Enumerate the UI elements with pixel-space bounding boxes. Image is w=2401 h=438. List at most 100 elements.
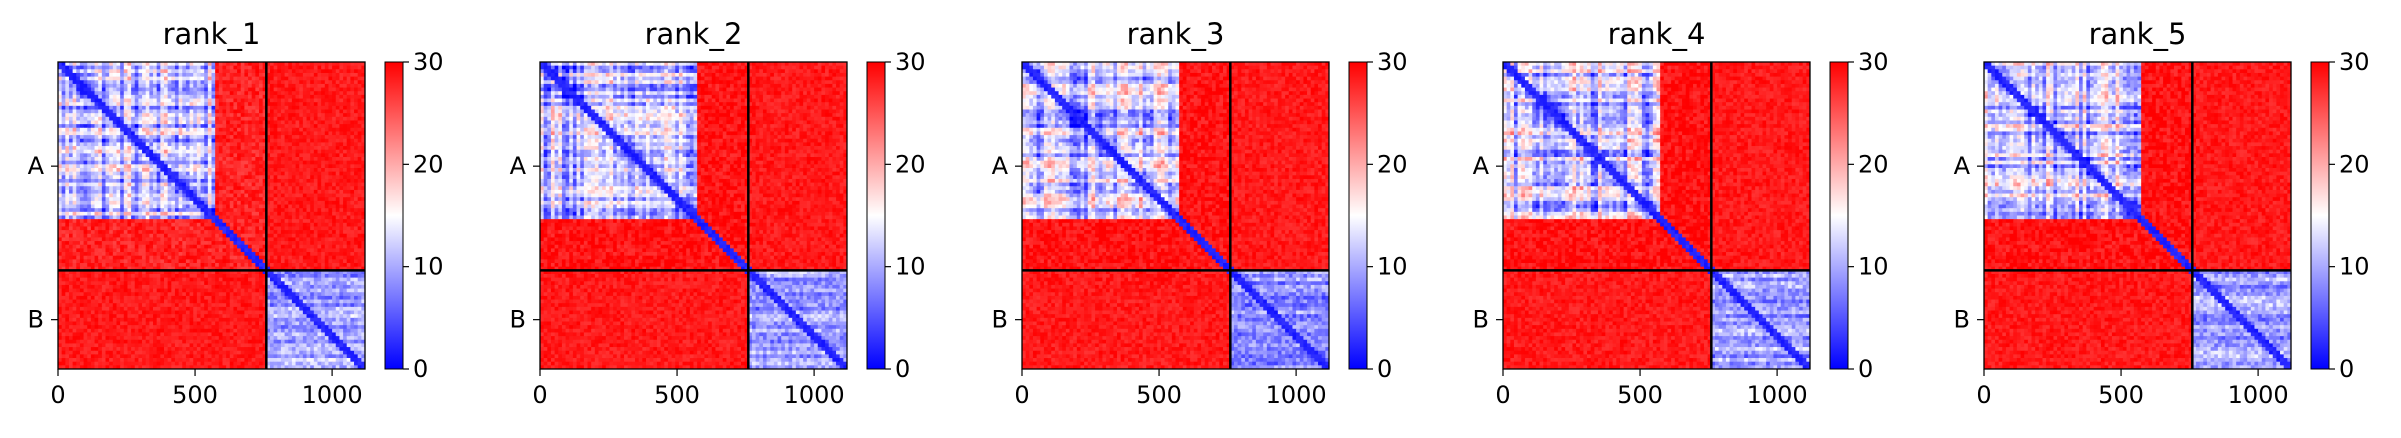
- heatmap-cell: [274, 164, 278, 168]
- heatmap-cell: [285, 197, 289, 201]
- heatmap-cell: [317, 205, 321, 209]
- heatmap-cell: [233, 186, 237, 190]
- heatmap-cell: [339, 153, 343, 157]
- heatmap-cell: [233, 113, 237, 117]
- heatmap-cell: [277, 91, 281, 95]
- heatmap-cell: [222, 110, 226, 114]
- heatmap-cell: [255, 205, 259, 209]
- heatmap-cell: [73, 179, 77, 183]
- heatmap-cell: [160, 150, 164, 154]
- heatmap-cell: [347, 194, 351, 198]
- heatmap-cell: [314, 128, 318, 132]
- heatmap-cell: [270, 66, 274, 70]
- heatmap-cell: [113, 131, 117, 135]
- heatmap-cell: [307, 179, 311, 183]
- heatmap-cell: [328, 197, 332, 201]
- heatmap-cell: [190, 110, 194, 114]
- heatmap-cell: [292, 179, 296, 183]
- heatmap-cell: [190, 77, 194, 81]
- heatmap-cell: [186, 168, 190, 172]
- heatmap-cell: [153, 168, 157, 172]
- heatmap-cell: [84, 142, 88, 146]
- heatmap-cell: [186, 183, 190, 187]
- heatmap-cell: [149, 73, 153, 77]
- heatmap-cell: [138, 131, 142, 135]
- heatmap-cell: [84, 99, 88, 103]
- heatmap-cell: [248, 102, 252, 106]
- heatmap-cell: [106, 77, 110, 81]
- heatmap-cell: [116, 91, 120, 95]
- heatmap-cell: [299, 95, 303, 99]
- heatmap-cell: [343, 80, 347, 84]
- heatmap-cell: [299, 66, 303, 70]
- heatmap-cell: [285, 194, 289, 198]
- heatmap-cell: [193, 77, 197, 81]
- heatmap-cell: [142, 161, 146, 165]
- heatmap-cell: [116, 88, 120, 92]
- heatmap-cell: [62, 142, 66, 146]
- heatmap-cell: [244, 186, 248, 190]
- heatmap-cell: [310, 95, 314, 99]
- heatmap-cell: [204, 190, 208, 194]
- heatmap-cell: [259, 208, 263, 212]
- heatmap-cell: [358, 135, 362, 139]
- heatmap-cell: [84, 216, 88, 220]
- heatmap-cell: [146, 205, 150, 209]
- heatmap-cell: [292, 175, 296, 179]
- heatmap-cell: [343, 168, 347, 172]
- heatmap-cell: [314, 172, 318, 176]
- heatmap-cell: [142, 124, 146, 128]
- heatmap-cell: [215, 128, 219, 132]
- heatmap-cell: [317, 124, 321, 128]
- heatmap-cell: [307, 77, 311, 81]
- heatmap-cell: [69, 80, 73, 84]
- heatmap-cell: [113, 161, 117, 165]
- heatmap-cell: [222, 197, 226, 201]
- heatmap-cell: [124, 168, 128, 172]
- heatmap-cell: [171, 124, 175, 128]
- heatmap-cell: [197, 142, 201, 146]
- heatmap-cell: [328, 80, 332, 84]
- heatmap-cell: [288, 117, 292, 121]
- heatmap-cell: [347, 175, 351, 179]
- heatmap-cell: [299, 175, 303, 179]
- heatmap-cell: [285, 128, 289, 132]
- heatmap-cell: [73, 168, 77, 172]
- heatmap-cell: [233, 190, 237, 194]
- heatmap-cell: [277, 201, 281, 205]
- heatmap-cell: [241, 208, 245, 212]
- heatmap-cell: [314, 80, 318, 84]
- heatmap-cell: [98, 66, 102, 70]
- heatmap-cell: [138, 219, 142, 223]
- heatmap-cell: [116, 172, 120, 176]
- heatmap-cell: [285, 161, 289, 165]
- heatmap-cell: [277, 128, 281, 132]
- heatmap-cell: [164, 219, 168, 223]
- heatmap-cell: [328, 117, 332, 121]
- heatmap-cell: [288, 157, 292, 161]
- heatmap-cell: [91, 175, 95, 179]
- heatmap-cell: [95, 161, 99, 165]
- heatmap-cell: [197, 179, 201, 183]
- heatmap-cell: [87, 175, 91, 179]
- heatmap-cell: [62, 194, 66, 198]
- heatmap-cell: [317, 88, 321, 92]
- heatmap-cell: [127, 110, 131, 114]
- heatmap-cell: [310, 161, 314, 165]
- heatmap-cell: [157, 194, 161, 198]
- heatmap-cell: [84, 88, 88, 92]
- heatmap-cell: [292, 190, 296, 194]
- heatmap-cell: [91, 110, 95, 114]
- heatmap-cell: [146, 80, 150, 84]
- heatmap-cell: [131, 66, 135, 70]
- heatmap-cell: [339, 168, 343, 172]
- heatmap-cell: [138, 124, 142, 128]
- heatmap-cell: [354, 73, 358, 77]
- heatmap-cell: [299, 88, 303, 92]
- heatmap-cell: [204, 95, 208, 99]
- heatmap-cell: [182, 102, 186, 106]
- heatmap-cell: [62, 69, 66, 73]
- heatmap-cell: [120, 117, 124, 121]
- heatmap-cell: [113, 110, 117, 114]
- heatmap-cell: [182, 161, 186, 165]
